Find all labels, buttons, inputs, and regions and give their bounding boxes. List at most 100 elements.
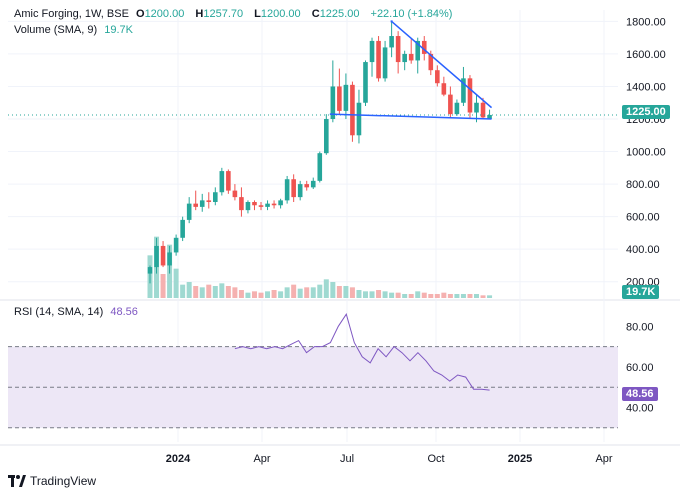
candle-body [369, 40, 375, 63]
volume-bar [271, 290, 277, 298]
candle-body [330, 86, 336, 120]
volume-bar [245, 292, 251, 298]
candle-body [415, 40, 421, 61]
candle-body [252, 202, 257, 206]
candle-body [441, 83, 447, 95]
candle-body [304, 184, 310, 188]
candle-body [206, 200, 212, 202]
candle-body [428, 53, 434, 71]
candle-body [356, 102, 362, 136]
volume-bar [310, 287, 316, 298]
candle-body [467, 78, 473, 113]
tradingview-label: TradingView [30, 474, 97, 488]
volume-bar [232, 287, 238, 298]
candle-body [297, 184, 303, 198]
rsi-tick-label: 40.00 [626, 403, 654, 415]
rsi-label: RSI (14, SMA, 14) [14, 306, 104, 318]
price-tick-label: 1600.00 [626, 49, 666, 61]
candle-body [408, 53, 414, 61]
candle-body [435, 70, 440, 84]
candle-body [343, 84, 349, 111]
volume-bar [415, 291, 421, 298]
rsi-legend: RSI (14, SMA, 14) 48.56 [14, 306, 142, 318]
symbol-label: Amic Forging, 1W, BSE [14, 8, 129, 20]
candle-body [226, 171, 231, 191]
candle-body [454, 102, 460, 115]
candle-body [186, 203, 192, 220]
volume-bar [408, 294, 414, 298]
candle-body [271, 203, 277, 206]
volume-bar [336, 286, 342, 298]
change-value: +22.10 (+1.84%) [370, 8, 453, 20]
candle-body [474, 102, 479, 113]
last-rsi-badge: 48.56 [622, 387, 658, 401]
candle-body [239, 197, 244, 211]
candle-body [160, 245, 166, 266]
candle-body [310, 180, 316, 188]
high-value: H1257.70 [195, 8, 244, 20]
price-tick-label: 600.00 [626, 212, 660, 224]
candle-body [395, 36, 401, 63]
candle-body [213, 192, 218, 202]
volume-bar [389, 292, 395, 298]
candle-body [193, 203, 199, 207]
candle-body [337, 86, 342, 111]
candle-body [448, 94, 453, 115]
volume-bar [160, 274, 166, 298]
tradingview-icon [8, 475, 26, 487]
volume-bar [251, 291, 257, 298]
price-tick-label: 400.00 [626, 244, 660, 256]
price-tick-label: 1000.00 [626, 147, 666, 159]
volume-bar [186, 282, 192, 298]
time-tick-label: Oct [427, 453, 444, 465]
candle-body [180, 219, 185, 238]
candle-body [265, 203, 270, 207]
volume-bar [284, 287, 290, 298]
candle-body [258, 205, 264, 207]
time-tick-label: Jul [340, 453, 354, 465]
volume-bar [362, 291, 368, 298]
volume-bar [382, 291, 388, 298]
candle-body [317, 153, 323, 181]
candle-body [284, 179, 290, 201]
volume-bar [474, 294, 479, 298]
candle-body [232, 190, 238, 198]
volume-bar [376, 290, 382, 298]
volume-bar [369, 291, 375, 298]
volume-bar [402, 294, 408, 298]
price-tick-label: 1800.00 [626, 16, 666, 28]
volume-bar [434, 294, 440, 298]
volume-bar [291, 284, 297, 298]
candle-body [480, 102, 486, 118]
candle-body [324, 119, 329, 154]
volume-legend: Volume (SMA, 9) 19.7K [14, 24, 137, 36]
rsi-line [234, 313, 490, 391]
volume-bar [304, 287, 310, 298]
support-trendline [329, 113, 492, 120]
candle-body [199, 200, 205, 207]
volume-bar [173, 268, 179, 298]
time-tick-label: Apr [253, 453, 270, 465]
volume-bar [441, 292, 447, 298]
candle-body [278, 200, 283, 206]
volume-bar [487, 295, 493, 298]
candle-body [173, 237, 179, 253]
volume-bar [317, 284, 323, 298]
volume-bar [467, 294, 473, 298]
candle-body [147, 267, 153, 274]
candle-body [167, 252, 172, 266]
volume-bar [428, 294, 434, 298]
low-value: L1200.00 [254, 8, 301, 20]
candle-body [487, 114, 492, 120]
volume-bar [395, 292, 401, 298]
volume-bar [330, 282, 336, 298]
volume-bar [454, 294, 460, 298]
last-volume-badge: 19.7K [622, 285, 660, 299]
candle-body [376, 40, 381, 79]
volume-bar [212, 286, 218, 298]
price-tick-label: 800.00 [626, 179, 660, 191]
candle-body [389, 36, 394, 48]
close-value: C1225.00 [311, 8, 360, 20]
tradingview-logo[interactable]: TradingView [8, 474, 96, 488]
